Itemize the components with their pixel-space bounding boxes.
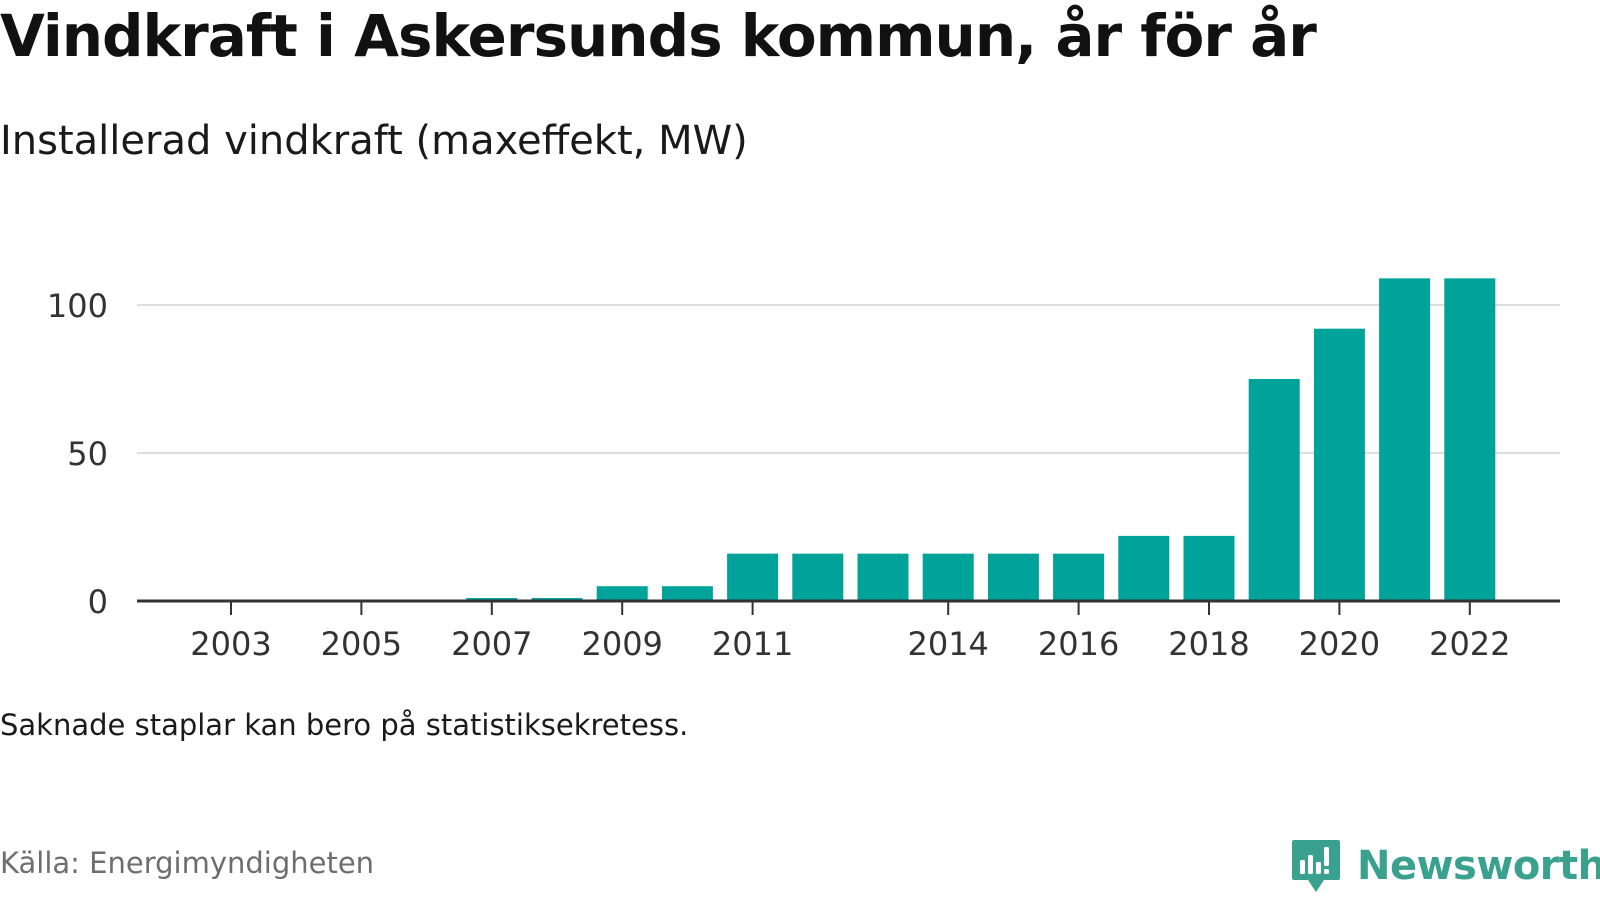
x-axis [137,599,1560,615]
bar-2009 [596,586,648,601]
bar-2017 [1118,535,1170,601]
newsworthy-logo-icon [1292,840,1340,892]
x-tick-label: 2014 [907,625,988,663]
bar-2013 [857,553,909,601]
y-tick-label: 0 [88,583,108,621]
bar-2019 [1248,379,1300,601]
bar-2012 [792,553,844,601]
x-tick-label: 2011 [712,625,793,663]
bar-2021 [1379,278,1431,601]
footnote: Saknade staplar kan bero på statistiksek… [0,708,689,742]
y-tick-label: 100 [47,287,108,325]
x-tick-label: 2003 [190,625,271,663]
bar-2011 [727,553,779,601]
source-label: Källa: Energimyndigheten [0,846,375,880]
bar-2018 [1183,535,1235,601]
bars [466,278,1496,601]
bar-2022 [1444,278,1496,601]
y-axis-labels: 0 50 100 [47,287,108,621]
x-tick-label: 2018 [1168,625,1249,663]
x-tick-label: 2020 [1299,625,1380,663]
brand-logo[interactable]: Newsworthy [1291,838,1600,894]
chart-subtitle: Installerad vindkraft (maxeffekt, MW) [0,118,748,164]
x-tick-label: 2007 [451,625,532,663]
y-tick-label: 50 [67,435,108,473]
x-tick-label: 2005 [321,625,402,663]
brand-name: Newsworthy [1357,843,1600,889]
bar-2014 [922,553,974,601]
bar-2020 [1313,328,1365,601]
chart-title: Vindkraft i Askersunds kommun, år för år [0,2,1317,70]
bar-2016 [1053,553,1105,601]
x-tick-label: 2022 [1429,625,1510,663]
x-tick-label: 2016 [1038,625,1119,663]
bar-2015 [987,553,1039,601]
bar-2010 [661,586,713,601]
x-axis-labels: 2003 2005 2007 2009 2011 2014 2016 2018 2020 2022 [190,625,1510,663]
x-tick-label: 2009 [581,625,662,663]
